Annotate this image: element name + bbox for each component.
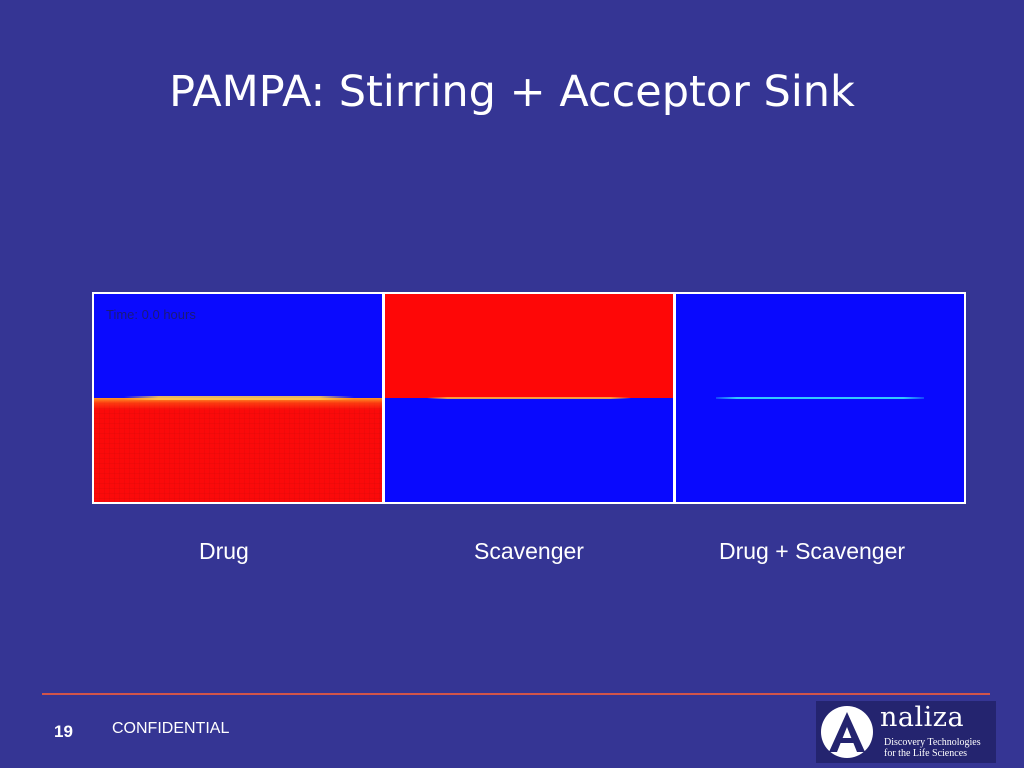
- combined-acceptor-region: [676, 398, 964, 502]
- combined-interface-line: [716, 397, 924, 399]
- time-label: Time: 0.0 hours: [106, 307, 196, 322]
- slide-title: PAMPA: Stirring + Acceptor Sink: [169, 67, 855, 117]
- panel-drug: Time: 0.0 hours: [94, 294, 382, 502]
- logo-a-icon: [821, 706, 873, 758]
- caption-scavenger: Scavenger: [474, 538, 584, 564]
- confidential-label: CONFIDENTIAL: [112, 720, 230, 737]
- drug-interface-line: [124, 396, 354, 400]
- analiza-logo: naliza Discovery Technologies for the Li…: [816, 701, 996, 763]
- logo-tagline-line2: for the Life Sciences: [884, 748, 968, 759]
- page-number: 19: [54, 722, 73, 741]
- drug-donor-region: [94, 294, 382, 398]
- scavenger-acceptor-region: [385, 398, 673, 502]
- combined-donor-region: [676, 294, 964, 398]
- caption-drug-scavenger: Drug + Scavenger: [719, 538, 906, 564]
- footer-divider: [42, 693, 990, 695]
- logo-tagline-line1: Discovery Technologies: [884, 737, 981, 748]
- logo-tagline: Discovery Technologies for the Life Scie…: [884, 737, 981, 759]
- panel-scavenger: [385, 294, 673, 502]
- logo-wordmark: naliza: [880, 702, 965, 733]
- scavenger-interface-line: [427, 397, 631, 399]
- caption-drug: Drug: [199, 538, 249, 564]
- drug-acceptor-region: [94, 398, 382, 502]
- simulation-panels: Time: 0.0 hours: [92, 292, 966, 504]
- panel-drug-scavenger: [676, 294, 964, 502]
- scavenger-donor-region: [385, 294, 673, 398]
